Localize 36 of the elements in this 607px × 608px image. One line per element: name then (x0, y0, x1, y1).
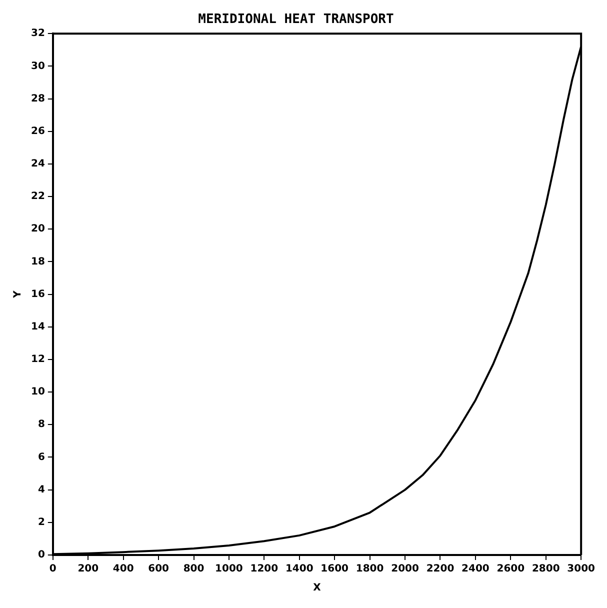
x-tick-label: 200 (78, 564, 99, 575)
y-tick-label: 18 (30, 256, 45, 268)
x-tick-label: 1000 (215, 564, 243, 575)
y-tick-label: 30 (30, 60, 45, 72)
x-tick-label: 2000 (391, 564, 419, 575)
y-tick-label: 14 (30, 321, 45, 332)
y-axis-title: Y (12, 290, 24, 299)
y-tick-label: 22 (30, 191, 45, 202)
y-tick-label: 12 (30, 354, 45, 366)
y-tick-label: 20 (30, 224, 45, 235)
y-tick-label: 2 (38, 517, 45, 528)
y-tick-label: 16 (30, 288, 45, 300)
x-tick-label: 2400 (462, 564, 490, 575)
x-tick-label: 600 (148, 564, 170, 575)
y-tick-label: 4 (38, 484, 45, 496)
x-tick-label: 1600 (320, 564, 349, 575)
y-tick-label: 8 (38, 419, 45, 430)
x-tick-label: 0 (49, 564, 56, 575)
x-tick-label: 3000 (567, 564, 596, 575)
y-tick-label: 26 (30, 126, 45, 137)
x-tick-label: 2600 (496, 564, 525, 575)
x-tick-label: 1200 (250, 564, 278, 575)
x-axis-title: X (313, 582, 322, 594)
x-tick-label: 800 (183, 564, 204, 575)
y-tick-label: 6 (38, 452, 45, 463)
y-tick-label: 10 (30, 386, 45, 398)
x-tick-label: 1800 (356, 564, 384, 575)
y-tick-label: 32 (30, 28, 45, 40)
y-tick-label: 24 (30, 158, 45, 170)
y-tick-label: 28 (30, 93, 45, 104)
x-tick-label: 2800 (532, 564, 560, 575)
x-tick-label: 2200 (426, 564, 454, 575)
x-tick-label: 400 (112, 564, 134, 575)
x-tick-label: 1400 (285, 564, 314, 575)
chart-title: MERIDIONAL HEAT TRANSPORT (198, 12, 394, 28)
y-tick-label: 0 (38, 550, 45, 561)
